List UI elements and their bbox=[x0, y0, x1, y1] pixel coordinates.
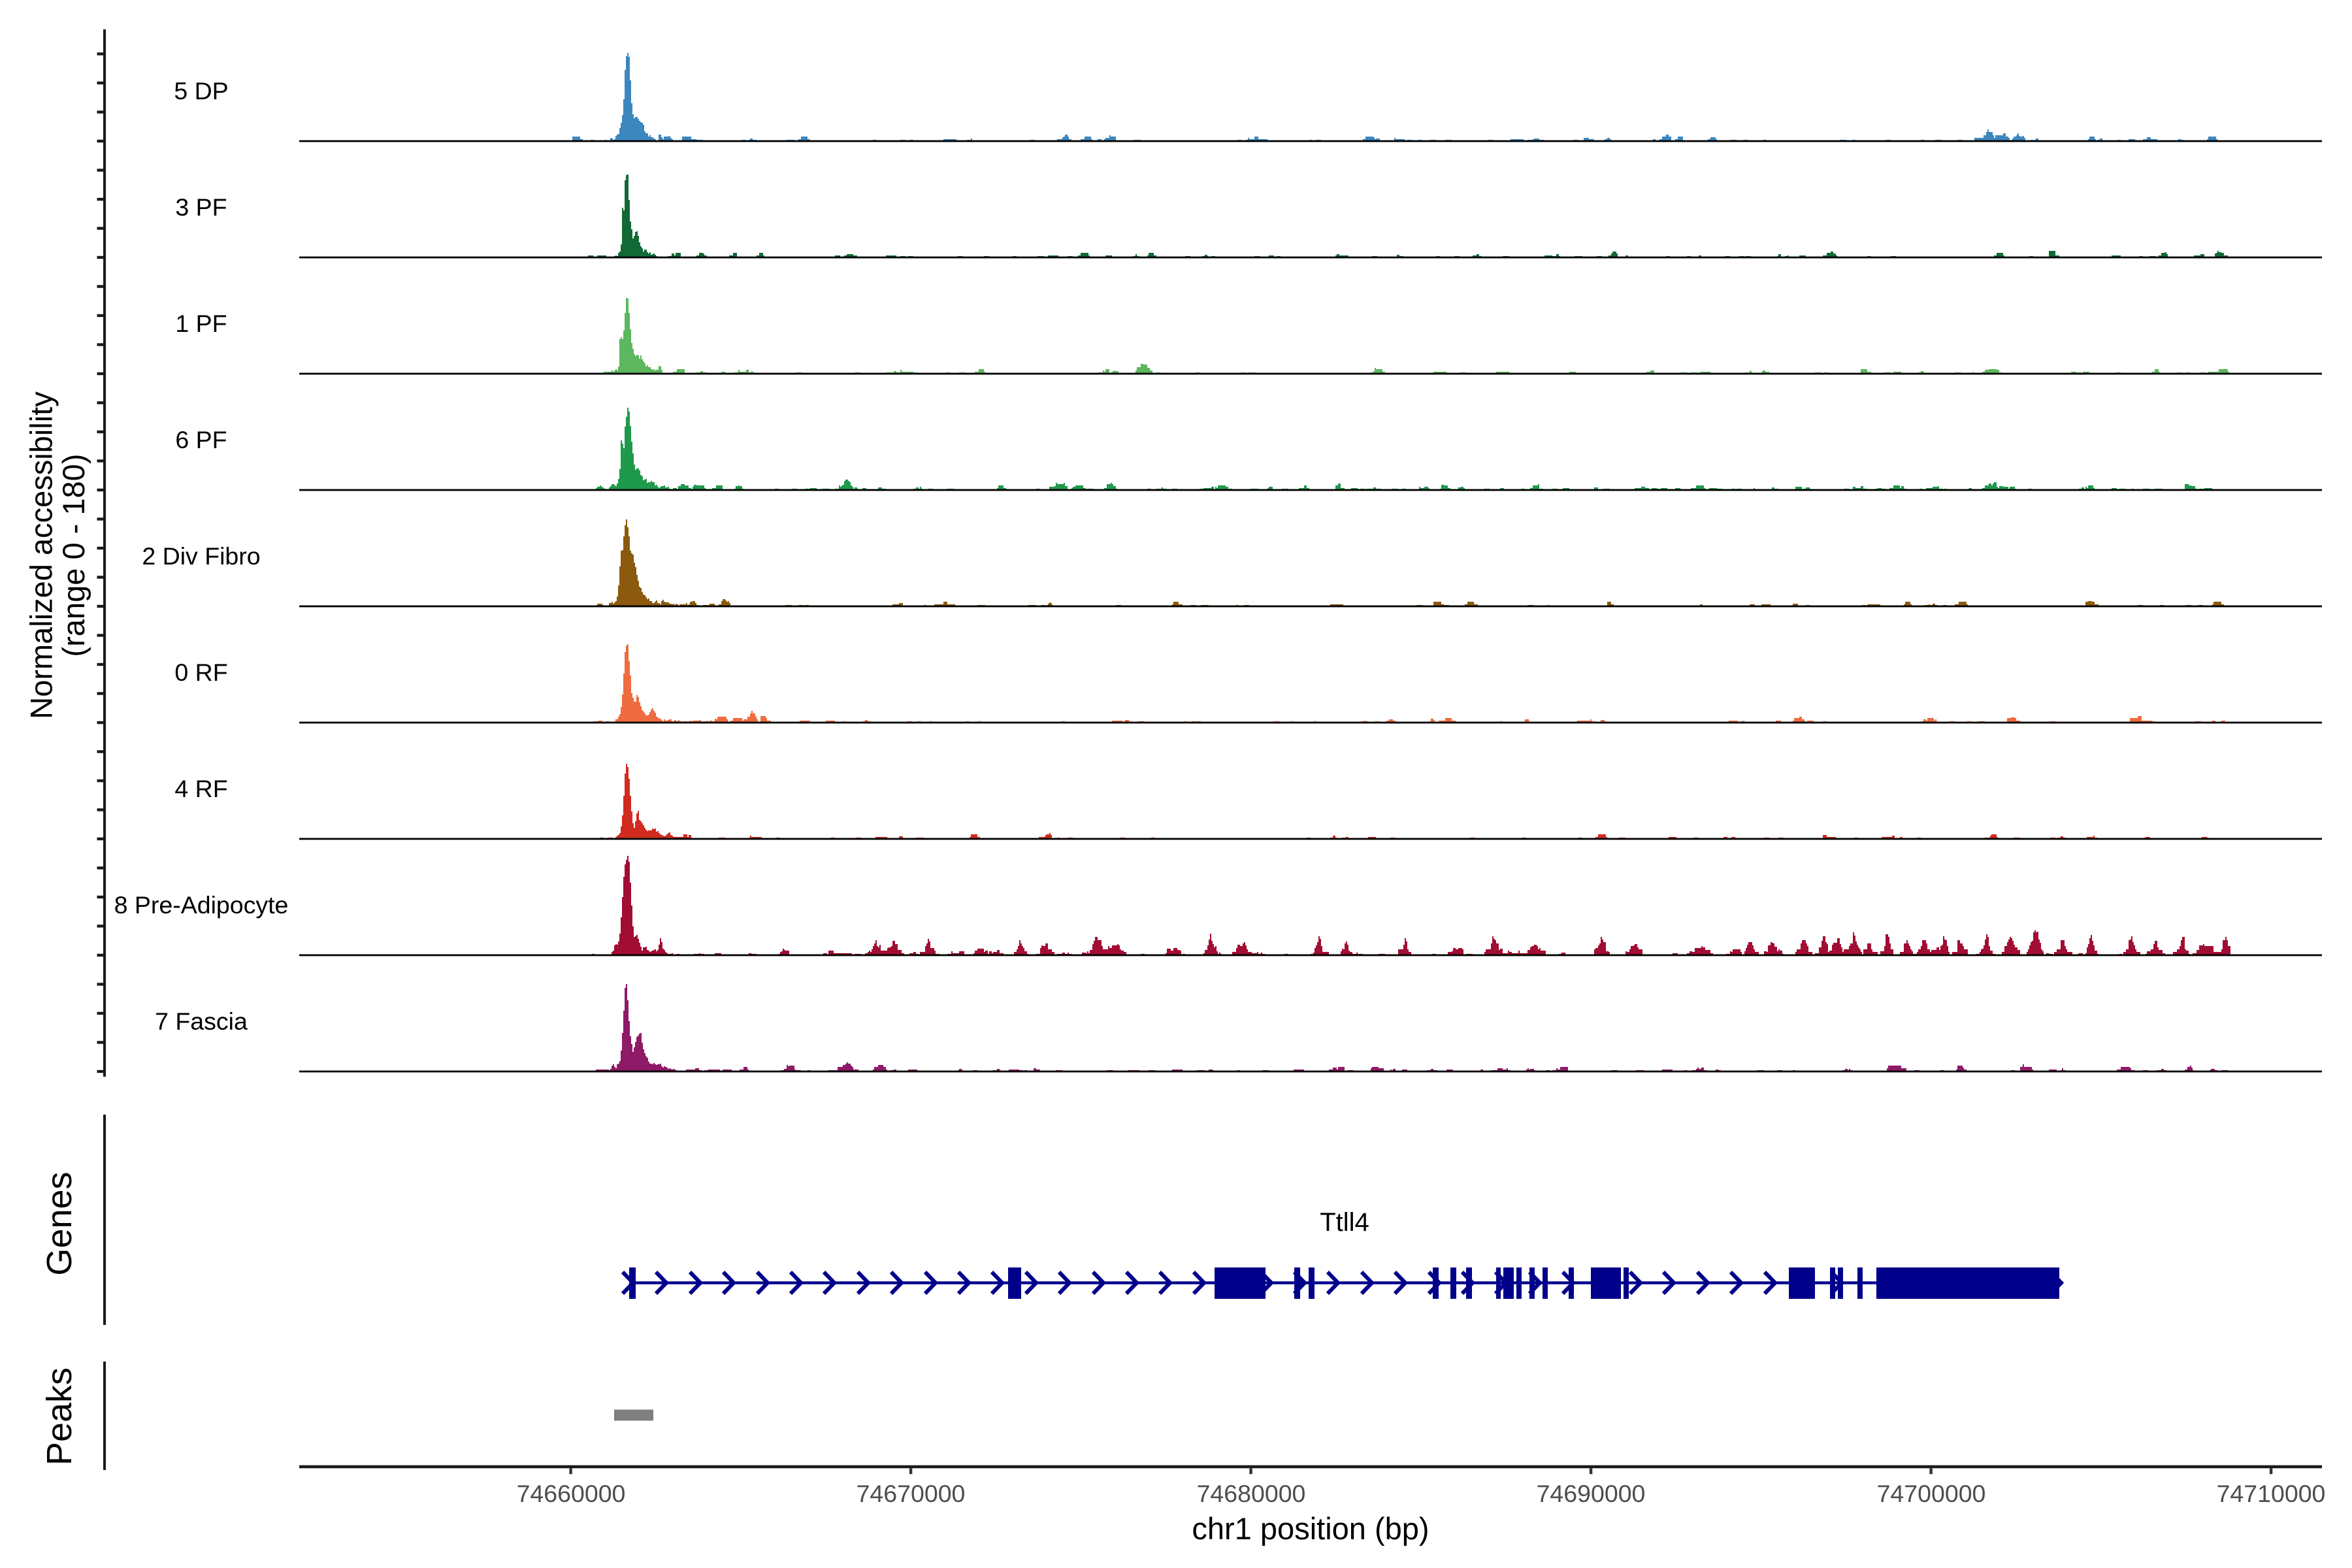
svg-text:74680000: 74680000 bbox=[1197, 1480, 1306, 1507]
svg-text:(range 0 - 180): (range 0 - 180) bbox=[56, 454, 91, 657]
svg-text:Ttll4: Ttll4 bbox=[1320, 1208, 1369, 1237]
svg-text:3 PF: 3 PF bbox=[175, 193, 227, 221]
svg-text:4 RF: 4 RF bbox=[174, 775, 227, 802]
svg-text:Normalized accessibility: Normalized accessibility bbox=[24, 391, 59, 719]
svg-text:74670000: 74670000 bbox=[857, 1480, 966, 1507]
svg-text:8 Pre-Adipocyte: 8 Pre-Adipocyte bbox=[114, 891, 289, 919]
svg-text:Genes: Genes bbox=[40, 1171, 79, 1275]
svg-text:1 PF: 1 PF bbox=[175, 310, 227, 337]
svg-text:74690000: 74690000 bbox=[1537, 1480, 1646, 1507]
svg-text:74700000: 74700000 bbox=[1877, 1480, 1986, 1507]
svg-text:0 RF: 0 RF bbox=[174, 659, 227, 686]
svg-text:chr1 position (bp): chr1 position (bp) bbox=[1192, 1511, 1429, 1546]
svg-text:2 Div Fibro: 2 Div Fibro bbox=[142, 542, 260, 570]
svg-text:7 Fascia: 7 Fascia bbox=[155, 1007, 248, 1035]
svg-text:74660000: 74660000 bbox=[517, 1480, 626, 1507]
svg-text:Peaks: Peaks bbox=[40, 1367, 79, 1465]
svg-text:74710000: 74710000 bbox=[2217, 1480, 2326, 1507]
svg-text:5 DP: 5 DP bbox=[174, 77, 228, 105]
svg-text:6 PF: 6 PF bbox=[175, 426, 227, 453]
